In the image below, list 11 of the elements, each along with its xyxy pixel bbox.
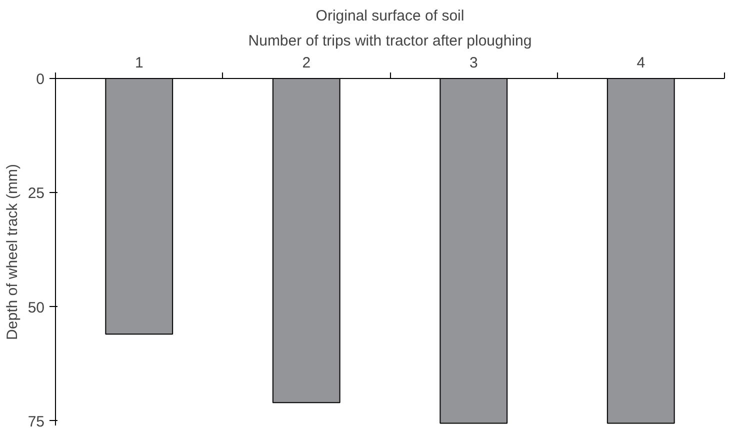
x-axis-title: Number of trips with tractor after ploughing bbox=[248, 32, 532, 50]
y-axis-title: Depth of wheel track (mm) bbox=[4, 164, 21, 340]
y-tick-label: 50 bbox=[28, 299, 45, 316]
y-tick-label: 25 bbox=[28, 185, 45, 202]
x-tick-label: 1 bbox=[134, 54, 144, 72]
x-tick-label: 4 bbox=[636, 54, 646, 72]
x-tick-label: 3 bbox=[469, 54, 478, 72]
chart-title: Original surface of soil bbox=[316, 8, 464, 24]
y-tick-label: 0 bbox=[36, 71, 44, 88]
x-tick-label: 2 bbox=[302, 54, 311, 72]
y-tick-label: 75 bbox=[28, 413, 45, 429]
